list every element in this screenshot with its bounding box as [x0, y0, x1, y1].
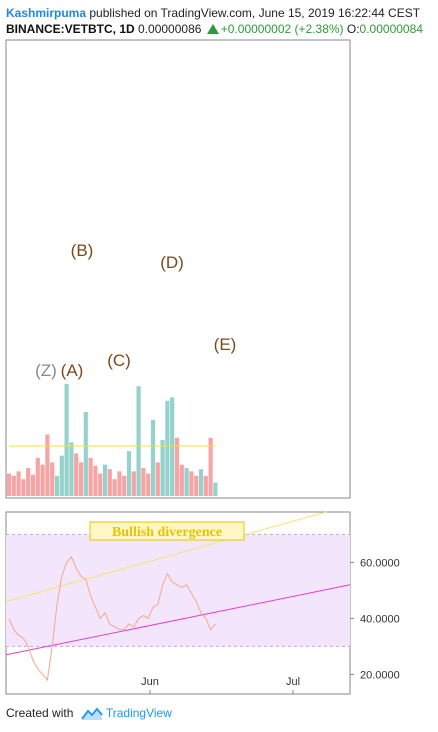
rsi-band: [6, 534, 350, 647]
volume-bar: [74, 453, 79, 496]
volume-bar: [198, 469, 204, 496]
rsi-axis-label: 20.0000: [360, 669, 400, 681]
volume-bar: [26, 468, 31, 496]
symbol-name[interactable]: BINANCE:VETBTC, 1D: [6, 22, 135, 36]
published-text: published on TradingView.com, June 15, 2…: [89, 6, 421, 20]
wave-label: (Z): [35, 361, 57, 380]
volume-bar: [21, 479, 26, 496]
volume-bar: [194, 475, 199, 496]
divergence-upper-line: [5, 511, 327, 603]
rsi-axis-label: 40.0000: [360, 613, 400, 625]
wave-label: (A): [61, 361, 84, 380]
publish-info: Kashmirpuma published on TradingView.com…: [6, 6, 420, 20]
volume-bar: [184, 468, 189, 496]
volume-bar: [136, 386, 141, 496]
volume-bar: [141, 468, 146, 496]
volume-bar: [59, 455, 64, 496]
volume-bar: [30, 474, 36, 496]
volume-bar: [11, 475, 16, 496]
volume-bar: [174, 437, 180, 496]
volume-bar: [98, 473, 103, 496]
created-with-text: Created with: [6, 706, 74, 720]
volume-bar: [213, 482, 218, 496]
footer: Created with TradingView: [6, 706, 172, 721]
rsi-line: [8, 555, 216, 682]
author-name[interactable]: Kashmirpuma: [6, 6, 87, 20]
volume-bar: [88, 457, 93, 496]
tradingview-logo-icon[interactable]: [80, 707, 103, 721]
wave-label: (E): [214, 335, 237, 354]
volume-bar: [35, 457, 40, 496]
up-arrow-icon: [206, 24, 219, 34]
volume-bar: [54, 475, 60, 496]
volume-bar: [126, 451, 132, 496]
wave-label: (B): [71, 241, 94, 260]
volume-bar: [170, 397, 175, 496]
volume-bar: [64, 384, 69, 496]
divergence-box: [89, 521, 245, 541]
time-axis-label: Jul: [286, 676, 300, 688]
volume-bar: [122, 475, 127, 496]
wave-label: (C): [107, 351, 131, 370]
last-price: 0.00000086: [138, 22, 202, 36]
volume-bar: [16, 471, 21, 496]
volume-bar: [78, 462, 84, 496]
volume-bar: [179, 464, 184, 496]
volume-bar: [69, 442, 74, 496]
volume-bar: [208, 437, 213, 496]
divergence-annotation: Bullish divergence: [112, 525, 222, 540]
volume-bar: [50, 462, 55, 496]
volume-bar: [146, 473, 151, 496]
volume-bar: [6, 473, 12, 496]
price-change: +0.00000002 (+2.38%): [220, 22, 344, 36]
volume-bar: [150, 419, 156, 496]
divergence-lower-line: [5, 584, 351, 656]
volume-bar: [83, 412, 88, 496]
volume-bar: [131, 471, 136, 496]
symbol-info: BINANCE:VETBTC, 1D 0.00000086 +0.0000000…: [6, 22, 423, 36]
wave-label: (D): [160, 253, 184, 272]
price-pane: [5, 39, 351, 499]
open-value: 0.00000084: [359, 22, 423, 36]
volume-bar: [160, 440, 165, 496]
time-axis-label: Jun: [141, 676, 159, 688]
volume-bar: [165, 400, 170, 496]
open-label: O:: [346, 22, 360, 36]
volume-bar: [112, 479, 117, 496]
volume-bar: [45, 434, 50, 496]
volume-bar: [107, 469, 112, 496]
volume-bar: [189, 471, 194, 496]
volume-bar: [102, 464, 108, 496]
volume-bar: [203, 475, 208, 496]
volume-bar: [155, 462, 160, 496]
rsi-axis-label: 60.0000: [360, 557, 400, 569]
volume-bar: [93, 465, 98, 496]
tradingview-brand[interactable]: TradingView: [105, 706, 172, 720]
volume-bar: [40, 464, 45, 496]
volume-bar: [117, 471, 122, 496]
